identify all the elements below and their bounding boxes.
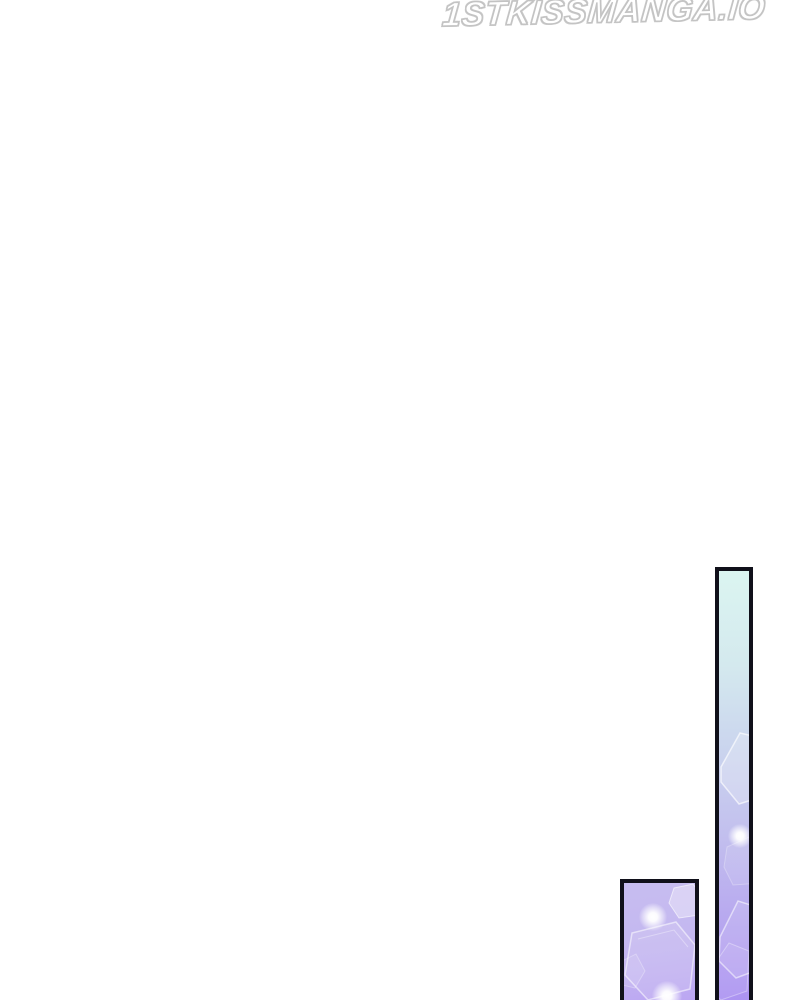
hexagon-pattern-decoration	[624, 883, 695, 1000]
manga-panel-wide	[620, 879, 699, 1000]
manga-panel-tall	[715, 567, 753, 1000]
hexagon-pattern-decoration	[719, 732, 749, 1000]
site-watermark: 1STKISSMANGA.IO	[440, 0, 767, 35]
